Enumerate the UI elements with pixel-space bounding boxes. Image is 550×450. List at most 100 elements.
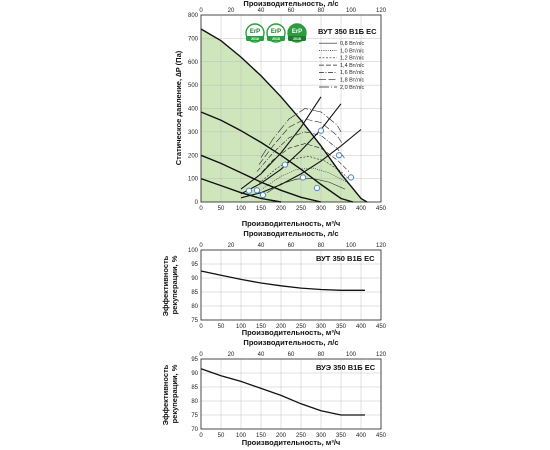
x-tick-labels: 0 50 100 150 200 250 300 350 400 450 — [199, 324, 386, 330]
erp-badge-2018-b: ErP 2018 — [287, 23, 307, 43]
y-tick-label: 75 — [191, 318, 198, 324]
x2-axis-title: Производительность, л/с — [243, 338, 338, 347]
x-tick-label: 100 — [236, 433, 247, 439]
x-tick-label: 150 — [256, 433, 267, 439]
fan-curve — [200, 154, 322, 203]
y-tick-label: 85 — [191, 385, 198, 391]
series-lines — [200, 368, 365, 416]
efficiency-chart-vut: 0 50 100 150 200 250 300 350 400 450 0 20 40 60 80 100… — [161, 229, 387, 337]
operating-point — [335, 152, 343, 159]
x-tick-label: 50 — [218, 433, 225, 439]
y-axis-title-line2: рекуперации, % — [170, 255, 179, 314]
x2-tick-label: 120 — [376, 243, 387, 249]
x-tick-labels: 0 50 100 150 200 250 300 350 400 450 — [199, 206, 386, 212]
x2-tick-labels: 0 20 40 60 80 100 120 — [199, 352, 386, 358]
y-tick-labels: 70 75 80 85 90 95 — [191, 357, 198, 433]
x-tick-label: 0 — [199, 206, 203, 212]
plot-frame — [200, 358, 382, 430]
x-tick-label: 100 — [236, 206, 247, 212]
y-tick-labels: 0 100 200 300 400 500 600 700 800 — [188, 13, 199, 206]
operating-point — [253, 187, 261, 194]
x2-tick-label: 60 — [288, 352, 295, 358]
legend-label: 2,0 Вт/л/с — [340, 85, 364, 91]
x-tick-label: 0 — [199, 324, 203, 330]
x2-tick-label: 20 — [228, 8, 235, 14]
svg-text:ErP: ErP — [250, 29, 260, 35]
legend-label: 0,8 Вт/л/с — [340, 41, 364, 47]
erp-badge-2016: ErP 2016 — [245, 23, 265, 43]
operating-point — [299, 174, 307, 181]
y-tick-label: 80 — [191, 399, 198, 405]
system-curve — [240, 96, 322, 190]
y-tick-label: 400 — [188, 107, 199, 113]
x-tick-label: 450 — [376, 206, 387, 212]
x-tick-label: 300 — [316, 206, 327, 212]
legend: 0,8 Вт/л/с1,0 Вт/л/с 1,2 Вт/л/с1,4 Вт/л/с… — [319, 41, 364, 91]
x2-tick-label: 100 — [346, 352, 357, 358]
x-tick-label: 300 — [316, 433, 327, 439]
operating-point — [313, 184, 321, 192]
legend-label: 1,0 Вт/л/с — [340, 48, 364, 54]
y-tick-label: 500 — [188, 83, 199, 89]
x2-tick-labels: 0 20 40 60 80 100 120 — [199, 243, 386, 249]
x-axis-title: Производительность, м³/ч — [242, 328, 341, 337]
operating-area-fill — [201, 29, 367, 202]
x-tick-label: 350 — [336, 206, 347, 212]
x-tick-label: 350 — [336, 324, 347, 330]
fan-curve — [200, 111, 354, 203]
spfp-curve — [262, 167, 354, 189]
x2-tick-label: 100 — [346, 243, 357, 249]
y-tick-label: 600 — [188, 60, 199, 66]
y-axis-title-line1: Эффективность — [161, 255, 170, 316]
x-tick-label: 150 — [256, 324, 267, 330]
svg-text:ErP: ErP — [271, 29, 281, 35]
legend-label: 1,4 Вт/л/с — [340, 63, 364, 69]
spfp-curve — [256, 143, 350, 178]
x2-tick-label: 40 — [258, 243, 265, 249]
x2-tick-label: 60 — [288, 243, 295, 249]
x-tick-label: 150 — [256, 206, 267, 212]
y-axis-title-line2: рекуперации, % — [170, 364, 179, 423]
x-tick-label: 0 — [199, 433, 203, 439]
x2-tick-label: 60 — [288, 8, 295, 14]
x-tick-label: 300 — [316, 324, 327, 330]
svg-text:ErP: ErP — [292, 29, 302, 35]
y-tick-label: 800 — [188, 13, 199, 19]
x-tick-label: 50 — [218, 324, 225, 330]
y-tick-label: 75 — [191, 413, 198, 419]
x-axis-title: Производительность, м³/ч — [242, 219, 341, 228]
efficiency-curve — [200, 368, 365, 416]
x-tick-label: 400 — [356, 433, 367, 439]
y-axis-title-line1: Эффективность — [161, 364, 170, 425]
x-tick-labels: 0 50 100 150 200 250 300 350 400 450 — [199, 433, 386, 439]
x-tick-label: 100 — [236, 324, 247, 330]
plot-frame — [200, 14, 382, 203]
x2-tick-label: 80 — [318, 8, 325, 14]
spfp-curve — [256, 131, 346, 172]
y-tick-label: 100 — [188, 177, 199, 183]
x2-tick-label: 120 — [376, 8, 387, 14]
x2-tick-label: 0 — [199, 243, 203, 249]
y-tick-label: 80 — [191, 304, 198, 310]
y-axis-title: Эффективность рекуперации, % — [161, 363, 179, 426]
operating-point — [281, 161, 289, 168]
chart-title: ВУЭ 350 В1Б ЕС — [316, 363, 376, 372]
x2-tick-label: 80 — [318, 243, 325, 249]
x-tick-label: 200 — [276, 324, 287, 330]
legend-label: 1,2 Вт/л/с — [340, 56, 364, 62]
erp-badge-2018: ErP 2018 — [266, 23, 286, 43]
x-axis-title: Производительность, м³/ч — [242, 438, 341, 447]
pressure-chart: 0 50 100 150 200 250 300 350 400 450 0 20 40 60 80 100… — [174, 0, 387, 228]
y-axis-title: Эффективность рекуперации, % — [161, 254, 179, 317]
erp-badges: ErP 2016 ErP 2018 ErP 2018 — [245, 23, 307, 43]
y-tick-label: 700 — [188, 36, 199, 42]
plot-frame — [200, 249, 382, 321]
x-tick-label: 350 — [336, 433, 347, 439]
x-tick-label: 250 — [296, 433, 307, 439]
operating-point — [347, 174, 355, 181]
x2-tick-label: 100 — [346, 8, 357, 14]
y-tick-label: 85 — [191, 290, 198, 296]
x2-tick-label: 0 — [199, 8, 203, 14]
efficiency-curve — [200, 270, 365, 291]
